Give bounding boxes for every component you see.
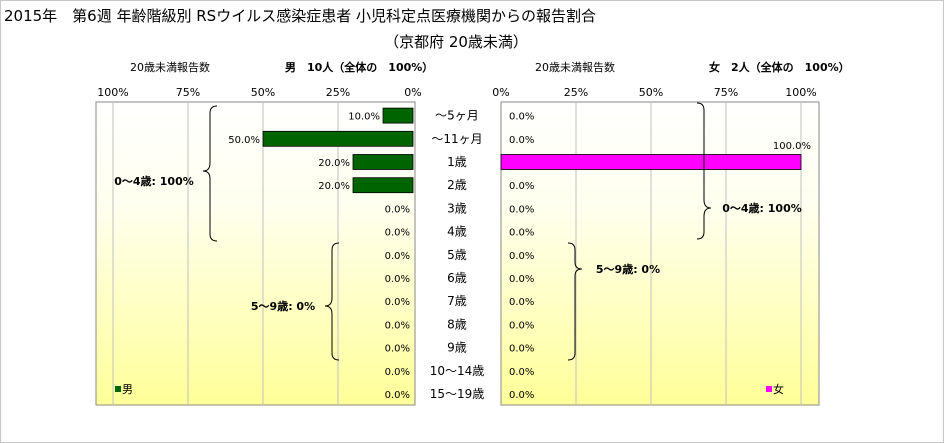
- right-bracket-5-9: [567, 242, 583, 361]
- age-category-labels: ～5ヶ月 ～11ヶ月 1歳 2歳 3歳 4歳 5歳 6歳 7歳 8歳 9歳 10～14歳 15～19歳: [430, 109, 485, 401]
- female-data-labels: 0.0% 0.0% 100.0% 0.0% 0.0% 0.0% 0.0% 0.0% 0.0% 0.…: [509, 112, 811, 401]
- age-category-label: 15～19歳: [430, 387, 485, 401]
- chart-subtitle: （京都府 20歳未満）: [384, 33, 528, 51]
- female-data-label: 0.0%: [509, 390, 534, 401]
- female-data-label: 0.0%: [509, 274, 534, 285]
- male-data-labels: 10.0% 50.0% 20.0% 20.0% 0.0% 0.0% 0.0% 0.0% 0.0%…: [228, 112, 410, 401]
- male-legend-label: 男: [122, 383, 133, 396]
- female-data-label: 100.0%: [773, 141, 811, 152]
- female-data-label: 0.0%: [509, 204, 534, 215]
- right-x-ticks: 0% 25% 50% 75% 100%: [492, 86, 816, 99]
- male-data-label: 0.0%: [385, 297, 410, 308]
- age-category-label: 7歳: [447, 294, 467, 308]
- right-panel-subtitle: 20歳未満報告数: [535, 61, 615, 74]
- right-bracket-label-5-9: 5～9歳: 0%: [596, 262, 660, 276]
- age-category-label: 10～14歳: [430, 364, 485, 378]
- left-bracket-label-5-9: 5～9歳: 0%: [251, 299, 315, 313]
- right-panel-total: 女 2人（全体の 100%）: [709, 60, 850, 74]
- female-bar: [500, 154, 802, 170]
- left-x-tick-label: 100%: [97, 86, 128, 99]
- male-data-label: 0.0%: [385, 204, 410, 215]
- female-data-label: 0.0%: [509, 228, 534, 239]
- right-x-tick-label: 25%: [564, 86, 588, 99]
- age-category-label: 1歳: [447, 155, 467, 169]
- left-panel-subtitle: 20歳未満報告数: [130, 61, 210, 74]
- female-legend-swatch: [766, 386, 772, 392]
- male-data-label: 20.0%: [318, 181, 350, 192]
- male-bar: [262, 130, 414, 147]
- left-x-tick-label: 50%: [251, 86, 275, 99]
- male-data-label: 0.0%: [385, 320, 410, 331]
- male-data-label: 0.0%: [385, 228, 410, 239]
- right-gridlines: [575, 103, 802, 404]
- left-plot-area: [95, 101, 416, 406]
- female-bars: [500, 154, 802, 170]
- left-bracket-label-0-4: 0～4歳: 100%: [114, 174, 194, 188]
- right-bracket-label-0-4: 0～4歳: 100%: [722, 201, 802, 215]
- right-x-tick-label: 0%: [492, 86, 509, 99]
- right-x-tick-label: 75%: [714, 86, 738, 99]
- age-category-label: 3歳: [447, 201, 467, 215]
- left-bracket-5-9: [324, 242, 340, 361]
- female-data-label: 0.0%: [509, 181, 534, 192]
- left-x-tick-label: 25%: [326, 86, 350, 99]
- right-plot-area: [500, 101, 820, 406]
- male-bar: [352, 154, 414, 170]
- male-data-label: 10.0%: [348, 112, 380, 123]
- left-x-ticks: 100% 75% 50% 25% 0%: [97, 86, 421, 99]
- left-x-tick-label: 75%: [176, 86, 200, 99]
- male-data-label: 0.0%: [385, 274, 410, 285]
- male-bar: [352, 177, 414, 194]
- age-category-label: 6歳: [447, 271, 467, 285]
- left-x-tick-label: 0%: [404, 86, 421, 99]
- male-data-label: 0.0%: [385, 367, 410, 378]
- female-legend-label: 女: [773, 382, 784, 396]
- male-data-label: 20.0%: [318, 158, 350, 169]
- age-category-label: 8歳: [447, 317, 467, 331]
- left-gridlines: [112, 103, 339, 404]
- male-bars: [262, 107, 414, 194]
- left-panel-total: 男 10人（全体の 100%）: [285, 60, 433, 74]
- female-data-label: 0.0%: [509, 251, 534, 262]
- male-data-label: 50.0%: [228, 135, 260, 146]
- age-category-label: 2歳: [447, 178, 467, 192]
- chart-title: 2015年 第6週 年齢階級別 RSウイルス感染症患者 小児科定点医療機関からの…: [4, 7, 596, 25]
- age-category-label: 5歳: [447, 248, 467, 262]
- right-x-tick-label: 50%: [639, 86, 663, 99]
- female-data-label: 0.0%: [509, 320, 534, 331]
- age-category-label: ～5ヶ月: [435, 109, 479, 123]
- female-data-label: 0.0%: [509, 297, 534, 308]
- male-bar: [382, 107, 414, 124]
- female-data-label: 0.0%: [509, 135, 534, 146]
- female-data-label: 0.0%: [509, 367, 534, 378]
- right-bracket-0-4: [696, 102, 712, 240]
- right-x-tick-label: 100%: [785, 86, 816, 99]
- male-data-label: 0.0%: [385, 390, 410, 401]
- female-data-label: 0.0%: [509, 344, 534, 355]
- male-data-label: 0.0%: [385, 344, 410, 355]
- age-category-label: 4歳: [447, 225, 467, 239]
- age-category-label: 9歳: [447, 341, 467, 355]
- left-bracket-0-4: [202, 105, 218, 242]
- male-legend-swatch: [115, 386, 121, 392]
- age-category-label: ～11ヶ月: [431, 132, 482, 146]
- male-data-label: 0.0%: [385, 251, 410, 262]
- female-data-label: 0.0%: [509, 112, 534, 123]
